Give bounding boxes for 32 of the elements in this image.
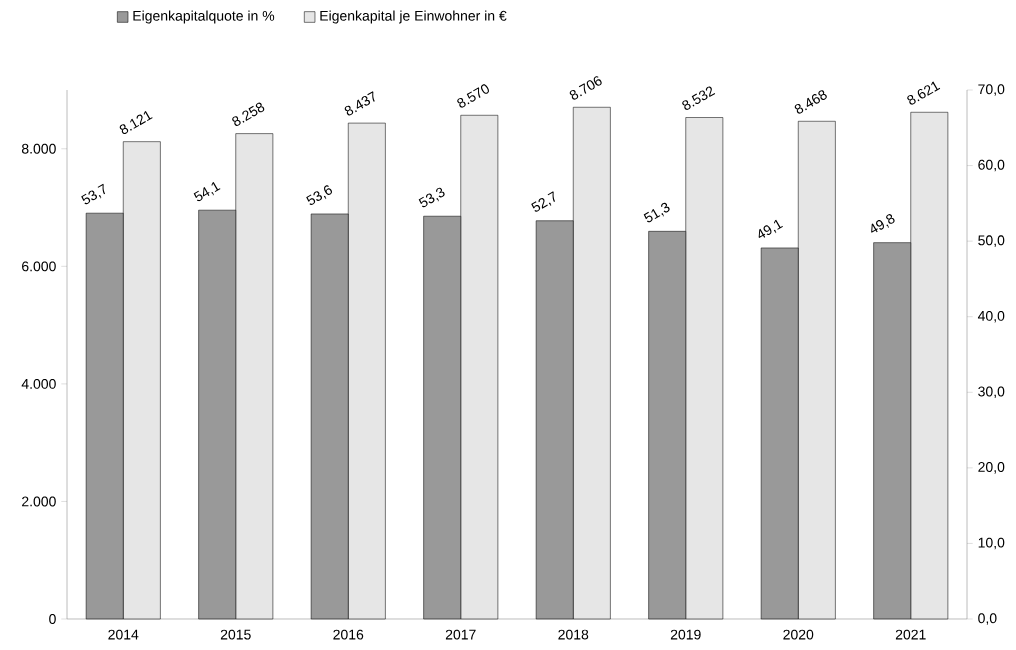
data-label: 49,8 xyxy=(871,214,895,233)
y-tick-label: 8.000 xyxy=(21,143,56,154)
y2-tick-label: 30,0 xyxy=(978,386,1005,399)
x-tick-label: 2017 xyxy=(445,629,476,640)
x-tick-label: 2014 xyxy=(108,629,139,640)
y2-tick-label: 70,0 xyxy=(978,84,1005,96)
x-tick-label: 2016 xyxy=(333,629,364,640)
legend-label: Eigenkapital je Einwohner in € xyxy=(320,10,507,24)
y2-tick-label: 20,0 xyxy=(978,462,1005,474)
data-label: 53,7 xyxy=(81,183,106,205)
data-label: 51,3 xyxy=(643,202,670,223)
legend-label: Eigenkapitalquote in % xyxy=(133,10,275,24)
y2-tick-label: 40,0 xyxy=(977,310,1005,323)
x-tick-label: 2015 xyxy=(220,629,251,640)
data-label: 52,7 xyxy=(531,191,556,212)
data-label: 49,1 xyxy=(758,219,783,239)
x-tick-label: 2020 xyxy=(783,629,814,640)
data-label: 8.121 xyxy=(119,110,153,135)
data-label: 53,6 xyxy=(306,185,333,205)
y2-tick-label: 0,0 xyxy=(978,613,997,625)
y2-tick-label: 60,0 xyxy=(978,159,1005,172)
y-tick-label: 2.000 xyxy=(22,496,56,507)
data-label: 53,3 xyxy=(418,187,445,208)
y2-tick-label: 50,0 xyxy=(978,235,1005,247)
y-tick-label: 6.000 xyxy=(22,261,56,272)
y2-tick-label: 10,0 xyxy=(978,537,1005,550)
y-tick-label: 4.000 xyxy=(21,378,56,389)
x-tick-label: 2019 xyxy=(670,629,701,640)
y-tick-label: 0 xyxy=(49,614,56,624)
x-tick-label: 2018 xyxy=(558,629,589,640)
data-label: 54,1 xyxy=(193,181,221,202)
x-tick-label: 2021 xyxy=(895,629,926,640)
